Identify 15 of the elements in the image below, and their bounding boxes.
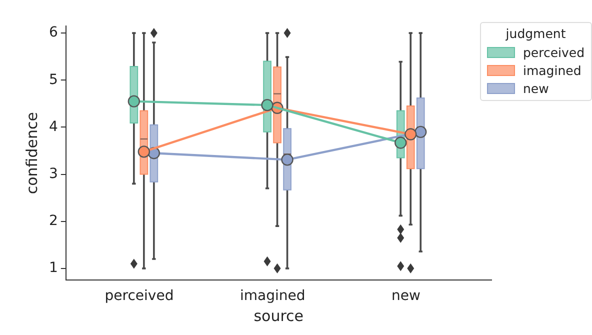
x-tick-label: perceived xyxy=(104,288,174,304)
legend-label: perceived xyxy=(523,44,585,60)
x-tick-label: imagined xyxy=(240,288,306,304)
y-tick-label: 5 xyxy=(48,72,58,88)
legend-label: new xyxy=(523,80,549,96)
y-tick-label: 2 xyxy=(48,213,58,229)
y-tick-label: 4 xyxy=(48,118,58,135)
y-tick-label: 1 xyxy=(48,260,58,276)
legend-title: judgment xyxy=(504,26,567,41)
x-tick-label: new xyxy=(391,288,420,304)
y-tick-label: 6 xyxy=(48,24,58,41)
legend-label: imagined xyxy=(523,62,582,78)
y-tick-label: 3 xyxy=(48,166,58,182)
x-axis-title: source xyxy=(254,306,304,325)
y-axis-title: confidence xyxy=(22,112,41,194)
